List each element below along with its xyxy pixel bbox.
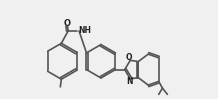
Text: O: O — [64, 19, 71, 28]
Text: NH: NH — [78, 26, 91, 35]
Text: N: N — [126, 77, 132, 86]
Text: O: O — [126, 53, 132, 62]
